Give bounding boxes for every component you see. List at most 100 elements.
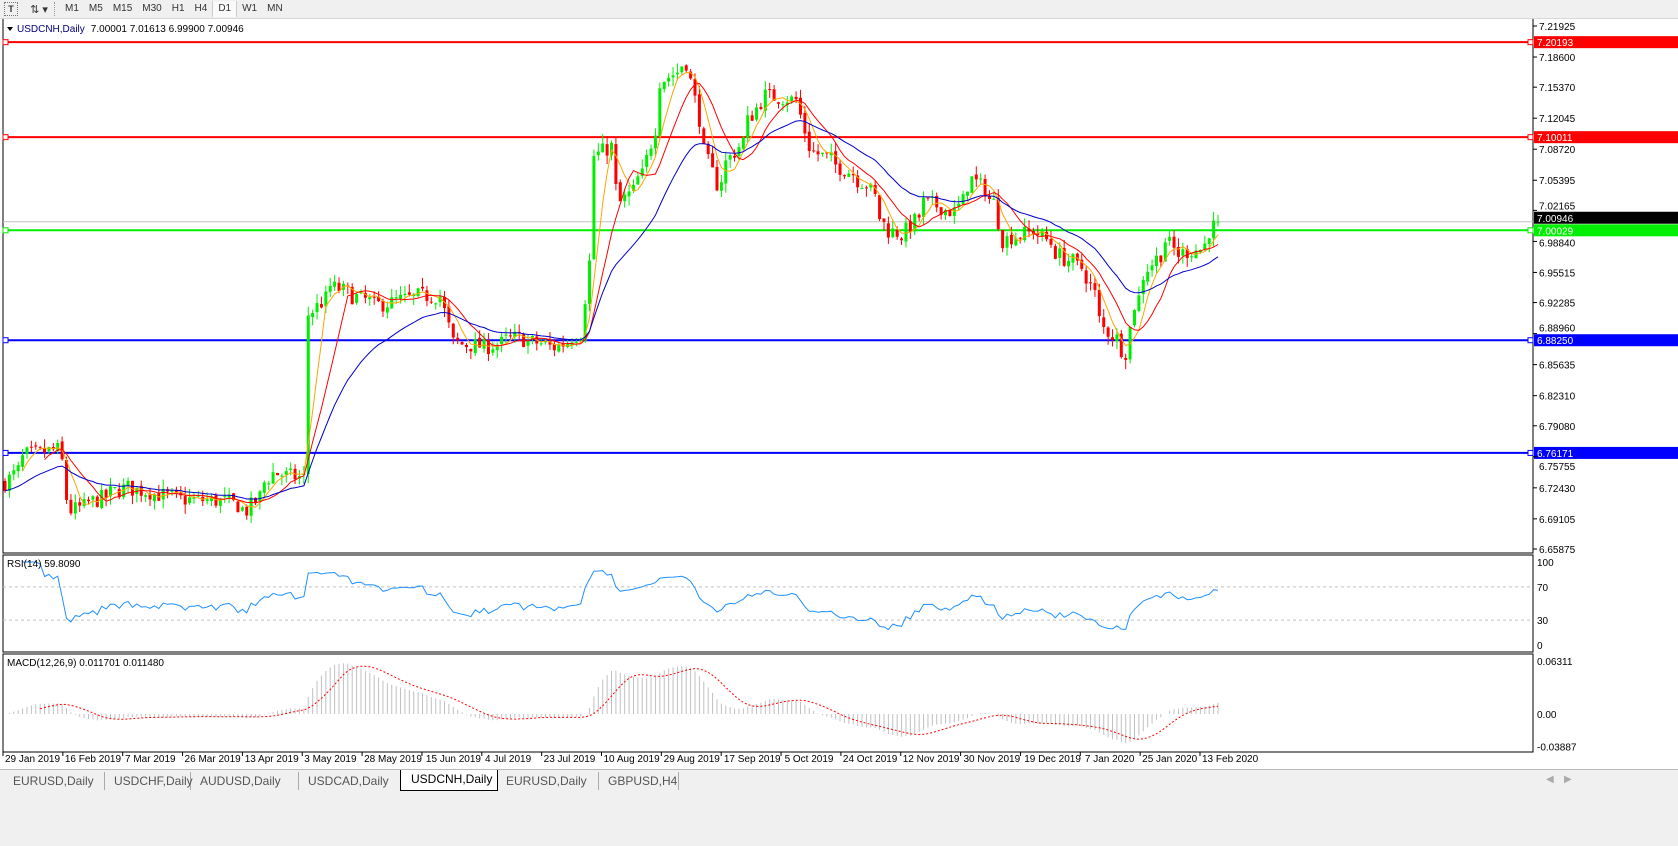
candle <box>306 306 310 484</box>
candle-body <box>319 304 323 308</box>
chart-tab[interactable]: EURUSD,Daily <box>3 772 105 790</box>
candle <box>12 463 16 481</box>
candle <box>1005 232 1009 256</box>
timeframe-m30[interactable]: M30 <box>142 3 162 14</box>
date-label: 26 Mar 2019 <box>185 754 242 765</box>
ma-slow-line <box>4 120 1219 500</box>
candle <box>697 85 701 134</box>
candle-body <box>640 168 644 176</box>
candle-body <box>834 151 838 165</box>
candle-body <box>196 495 200 497</box>
horizontal-lines <box>2 39 1534 456</box>
macd-tick-label: 0.00 <box>1537 710 1557 721</box>
timeframe-w1[interactable]: W1 <box>242 3 258 14</box>
candle <box>974 166 978 188</box>
timeframe-m5[interactable]: M5 <box>88 3 103 14</box>
candle <box>601 134 605 153</box>
candle <box>675 63 679 81</box>
date-label: 12 Nov 2019 <box>903 754 960 765</box>
candle <box>759 102 763 111</box>
candle <box>552 338 556 357</box>
candle-body <box>552 344 556 351</box>
candle <box>1137 286 1141 313</box>
candle <box>662 81 666 93</box>
candle-body <box>1185 249 1189 258</box>
timeframe-h4[interactable]: H4 <box>194 3 208 14</box>
candle-body <box>456 337 460 341</box>
text-tool-icon[interactable]: T <box>4 2 18 16</box>
chart-tab[interactable]: GBPUSD,H4 <box>598 772 679 790</box>
candle-body <box>223 495 227 497</box>
chart-tab[interactable]: EURUSD,Daily <box>496 772 599 790</box>
chart-tab[interactable]: USDCNH,Daily <box>400 770 498 791</box>
candle <box>368 293 372 306</box>
candle <box>113 486 117 490</box>
candle-body <box>746 115 750 139</box>
candle-body <box>460 341 464 345</box>
candle <box>34 441 38 450</box>
candle-body <box>469 348 473 352</box>
candle-body <box>245 506 249 516</box>
candle <box>399 286 403 304</box>
toolbar: T ⇅ ▾ M1 M5 M15 M30 H1 H4 D1 W1 MN <box>0 0 1678 19</box>
timeframe-m15[interactable]: M15 <box>112 3 133 14</box>
line-handle <box>2 134 9 141</box>
candle-body <box>1141 279 1145 295</box>
macd-label: MACD(12,26,9) 0.011701 0.011480 <box>7 658 164 669</box>
candle-body <box>842 175 846 177</box>
candle <box>847 170 851 178</box>
timeframe-h1[interactable]: H1 <box>171 3 185 14</box>
candle <box>856 170 860 194</box>
macd-pane <box>2 653 1534 753</box>
candle <box>508 328 512 339</box>
candle-body <box>7 474 11 491</box>
date-label: 10 Aug 2019 <box>604 754 661 765</box>
candle <box>161 479 165 509</box>
candle <box>834 142 838 174</box>
candle-body <box>939 207 943 215</box>
candle <box>262 480 266 499</box>
timeframe-d1[interactable]: D1 <box>212 1 238 17</box>
candle-body <box>284 471 288 475</box>
candle <box>926 197 930 201</box>
candle-body <box>675 72 679 75</box>
chart-tab[interactable]: USDCAD,Daily <box>298 772 401 790</box>
candle-body <box>377 296 381 302</box>
price-chart[interactable]: 7.20193 7.10011 7.00029 6.88250 6.76171 7.009… <box>0 19 1678 769</box>
chart-tab[interactable]: USDCHF,Daily <box>104 772 193 790</box>
candle-body <box>25 447 29 455</box>
arrows-tool-icon[interactable]: ⇅ ▾ <box>30 3 48 16</box>
candle-body <box>755 107 759 120</box>
candle <box>588 253 592 312</box>
candle-body <box>170 490 174 492</box>
price-line-label: 6.88250 <box>1537 336 1574 347</box>
candle-body <box>135 487 139 495</box>
timeframe-m1[interactable]: M1 <box>65 3 79 14</box>
candle <box>1071 252 1075 271</box>
candle <box>781 100 785 111</box>
candle-body <box>214 495 218 506</box>
candle-body <box>798 97 802 115</box>
candle <box>935 192 939 213</box>
candle-body <box>1119 333 1123 357</box>
date-label: 30 Nov 2019 <box>963 754 1020 765</box>
candle <box>372 291 376 305</box>
scroll-right-arrow-icon[interactable]: ▶ <box>1564 774 1572 785</box>
collapse-triangle-icon <box>7 27 13 31</box>
timeframe-mn[interactable]: MN <box>267 3 283 14</box>
candle <box>464 343 468 354</box>
candle-body <box>618 182 622 202</box>
candle <box>495 342 499 359</box>
candle-body <box>807 131 811 151</box>
candle <box>1207 237 1211 253</box>
chart-tab[interactable]: AUDUSD,Daily <box>190 772 299 790</box>
candle <box>385 301 389 319</box>
candle-body <box>38 447 42 449</box>
candle <box>680 66 684 75</box>
candle-body <box>983 178 987 197</box>
candle-body <box>56 442 60 452</box>
candle <box>618 179 622 202</box>
scroll-left-arrow-icon[interactable]: ◀ <box>1546 774 1554 785</box>
candle <box>592 149 596 261</box>
candle-body <box>34 445 38 447</box>
